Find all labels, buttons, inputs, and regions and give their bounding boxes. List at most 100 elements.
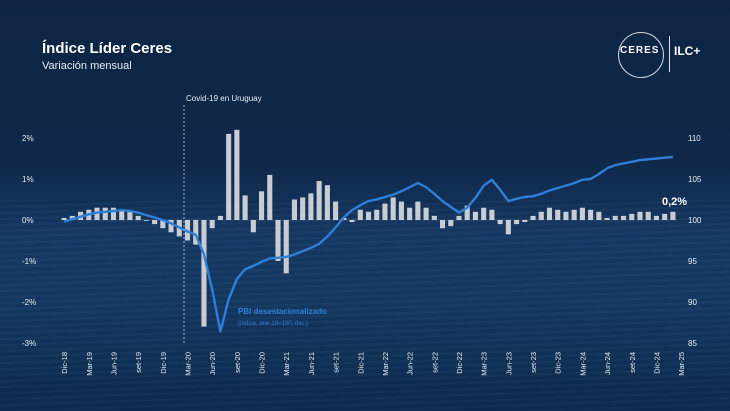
monthly-change-bar [390,197,396,220]
ilc-logo-text: ILC+ [674,44,701,58]
monthly-change-bar [168,220,174,233]
x-tick-label: Dic-18 [60,352,69,374]
monthly-change-bar [291,199,298,220]
x-tick-label: set-23 [529,352,538,373]
monthly-change-bar [143,220,149,221]
monthly-change-bar [259,191,265,220]
monthly-change-bar [604,217,610,220]
ceres-logo-circle [618,32,664,78]
y-right-tick-label: 105 [688,175,702,184]
monthly-change-bar [489,209,495,220]
monthly-change-bar [588,209,594,220]
monthly-change-bar [538,211,544,220]
monthly-change-bar [579,207,585,220]
monthly-change-bar [382,203,388,220]
monthly-change-bar [407,207,413,220]
monthly-change-bar [431,215,437,220]
covid-annotation: Covid-19 en Uruguay [186,94,262,103]
gdp-series-label: PBI desestacionalizado [238,307,327,316]
monthly-change-bar [374,209,380,220]
monthly-change-bar [333,201,339,220]
x-tick-label: Mar-22 [381,352,390,376]
monthly-change-bar [415,201,421,220]
x-tick-label: Mar-24 [578,352,587,376]
x-tick-label: Dic-19 [159,352,168,374]
monthly-change-bar [201,220,207,327]
x-tick-label: Jun-24 [603,352,612,375]
x-tick-label: set-20 [233,352,242,373]
monthly-change-bar [152,220,158,225]
x-tick-label: Dic-24 [652,352,661,374]
y-left-tick-label: -1% [22,257,36,266]
monthly-change-bar [612,215,618,220]
x-tick-label: Jun-20 [208,352,217,375]
monthly-change-bar [193,220,199,245]
monthly-change-bar [653,215,659,220]
monthly-change-bar [127,211,133,220]
monthly-change-bar [448,220,454,227]
monthly-change-bar [119,209,125,220]
ocean-background [0,200,730,411]
monthly-change-bar [472,211,478,220]
monthly-change-bar [308,193,314,220]
gdp-series-note: (índice, ene-19=100, dsc.) [238,321,308,327]
chart-title: Índice Líder Ceres [42,40,173,57]
y-right-tick-label: 85 [688,339,697,348]
y-left-tick-label: -3% [22,339,36,348]
y-left-tick-label: 1% [22,175,34,184]
x-tick-label: Mar-20 [184,352,193,376]
monthly-change-bar [571,209,577,220]
monthly-change-bar [94,207,100,220]
x-tick-label: Jun-23 [504,352,513,375]
x-tick-label: Dic-21 [356,352,365,374]
monthly-change-bar [481,207,487,220]
monthly-change-bar [267,174,273,220]
x-tick-label: Mar-19 [85,352,94,376]
y-left-tick-label: 0% [22,216,34,225]
monthly-change-bar [530,215,536,220]
monthly-change-bar [160,220,166,229]
x-tick-label: set-22 [430,352,439,373]
x-tick-label: Jun-21 [307,352,316,375]
x-tick-label: Dic-23 [554,352,563,374]
monthly-change-bar [497,220,503,225]
monthly-change-bar [217,215,223,220]
monthly-change-bar [300,197,306,220]
monthly-change-bar [234,129,240,220]
monthly-change-bar [316,181,322,220]
monthly-change-bar [514,220,520,225]
y-left-tick-label: -2% [22,298,36,307]
monthly-change-bar [110,207,117,220]
monthly-change-bar [349,220,355,223]
logo-divider [669,36,670,72]
monthly-change-bar [637,211,643,220]
monthly-change-bar [423,207,429,220]
monthly-change-bar [563,211,569,220]
monthly-change-bar [275,220,281,261]
monthly-change-bar [226,133,232,220]
monthly-change-bar [398,201,404,220]
x-tick-label: Jun-19 [110,352,119,375]
monthly-change-bar [546,207,553,220]
chart-subtitle: Variación mensual [42,60,132,72]
y-right-tick-label: 100 [688,216,702,225]
x-tick-label: Mar-21 [282,352,291,376]
x-tick-label: Jun-22 [406,352,415,375]
last-value-label: 0,2% [662,196,687,208]
monthly-change-bar [209,220,215,229]
monthly-change-bar [555,209,561,220]
y-left-tick-label: 2% [22,134,34,143]
monthly-change-bar [135,215,141,220]
monthly-change-bar [102,207,108,220]
monthly-change-bar [439,220,446,229]
y-right-tick-label: 110 [688,134,701,143]
x-tick-label: set-19 [134,352,143,373]
x-tick-label: set-24 [628,352,637,373]
x-tick-label: Dic-20 [258,352,267,374]
monthly-change-bar [456,215,462,220]
monthly-change-bar [629,213,635,220]
monthly-change-bar [61,217,67,220]
ceres-logo-text: CERES [620,45,660,56]
monthly-change-bar [365,211,372,220]
